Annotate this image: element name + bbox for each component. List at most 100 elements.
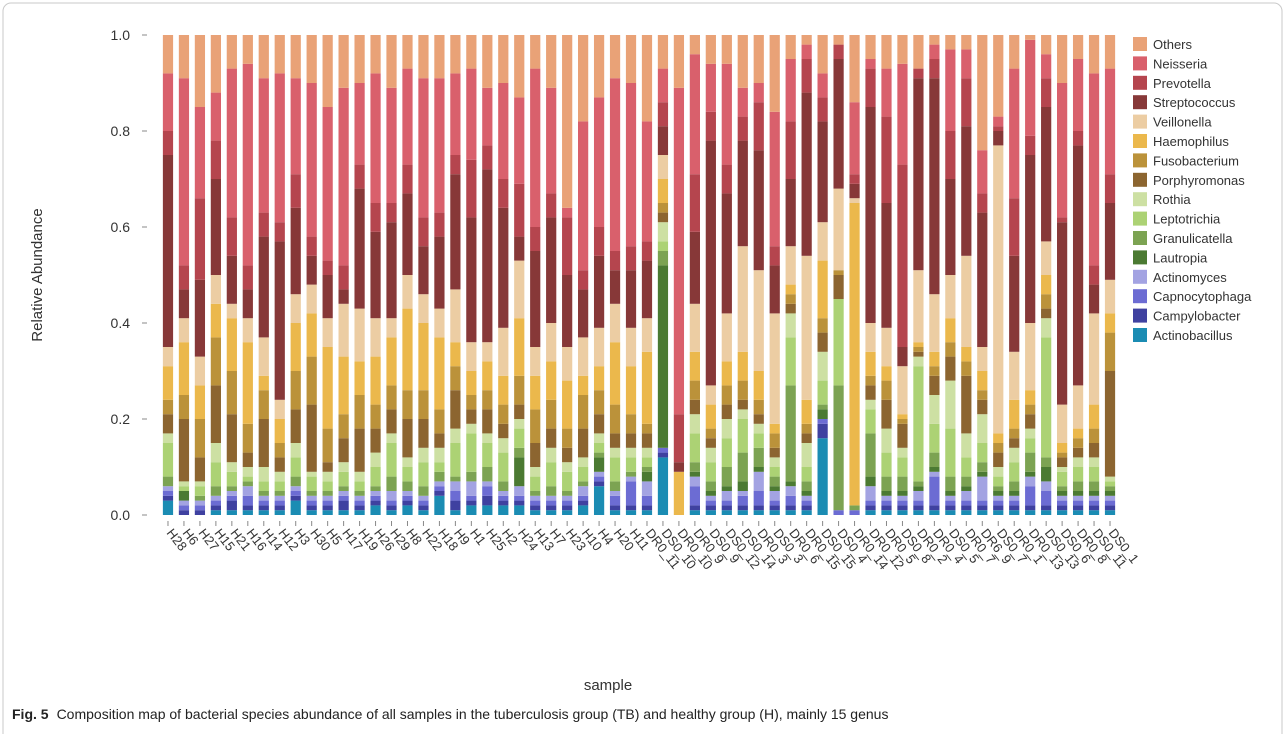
- bar-segment: [705, 63, 716, 112]
- legend-label: Capnocytophaga: [1153, 289, 1252, 304]
- bar-segment: [530, 476, 541, 491]
- bar-segment: [913, 491, 924, 501]
- bar-segment: [945, 505, 956, 511]
- bar-segment: [450, 491, 461, 501]
- bar-segment: [354, 505, 365, 511]
- bar-segment: [546, 87, 557, 194]
- bar-segment: [258, 491, 269, 496]
- bar-segment: [769, 476, 780, 487]
- bar-segment: [370, 318, 381, 357]
- bar-segment: [1104, 500, 1116, 506]
- bar-segment: [929, 423, 940, 453]
- bar-segment: [801, 495, 812, 501]
- bar-segment: [881, 510, 892, 515]
- bar-segment: [450, 73, 461, 155]
- bar-segment: [162, 495, 174, 501]
- legend-swatch: [1133, 192, 1147, 207]
- bar-segment: [178, 289, 190, 319]
- bar-segment: [929, 35, 940, 45]
- bar-segment: [657, 212, 669, 223]
- bar-segment: [322, 318, 333, 347]
- bar-segment: [657, 251, 669, 266]
- bar-segment: [162, 500, 174, 515]
- bar-segment: [705, 404, 716, 429]
- bar-segment: [530, 443, 541, 467]
- bar-segment: [1072, 505, 1084, 511]
- bar-segment: [705, 500, 716, 506]
- bar-segment: [450, 510, 461, 515]
- legend-swatch: [1133, 56, 1147, 71]
- bar-segment: [418, 486, 429, 496]
- bar-segment: [929, 476, 940, 506]
- bar-segment: [721, 361, 732, 386]
- legend-label: Prevotella: [1153, 76, 1212, 91]
- bar-segment: [593, 443, 605, 453]
- bar-segment: [689, 414, 700, 434]
- bar-segment: [641, 471, 653, 482]
- bar-segment: [210, 140, 221, 179]
- bar-segment: [274, 510, 285, 515]
- bar-segment: [977, 414, 988, 443]
- bar-segment: [210, 443, 221, 463]
- bar-segment: [993, 467, 1004, 477]
- bar-segment: [434, 212, 445, 237]
- bar-segment: [737, 481, 748, 491]
- bar-segment: [1025, 390, 1036, 405]
- bar-segment: [801, 500, 812, 506]
- bar-segment: [1009, 399, 1020, 429]
- bar-segment: [162, 399, 174, 415]
- bar-segment: [977, 443, 988, 463]
- bar-segment: [1009, 428, 1020, 439]
- bar-segment: [258, 500, 269, 506]
- bar-segment: [1025, 414, 1036, 429]
- bar-segment: [226, 303, 237, 319]
- bar-segment: [609, 491, 621, 496]
- bar-segment: [402, 457, 413, 467]
- bar-segment: [530, 68, 541, 227]
- bar-segment: [961, 500, 972, 506]
- bar-segment: [370, 203, 381, 232]
- bar-segment: [609, 481, 621, 491]
- bar-segment: [593, 452, 605, 458]
- bar-segment: [306, 510, 317, 515]
- bar-segment: [913, 505, 924, 511]
- bar-segment: [769, 486, 780, 491]
- bar-segment: [1088, 313, 1100, 405]
- bar-segment: [290, 371, 301, 410]
- bar-segment: [258, 419, 269, 467]
- bar-segment: [1072, 457, 1084, 467]
- bar-segment: [546, 428, 557, 448]
- bar-segment: [929, 452, 940, 467]
- bar-segment: [210, 92, 221, 141]
- bar-segment: [418, 505, 429, 511]
- bar-segment: [1088, 404, 1100, 429]
- bar-segment: [945, 510, 956, 515]
- bar-segment: [498, 481, 509, 491]
- bar-segment: [274, 471, 285, 482]
- bar-segment: [274, 491, 285, 496]
- bar-segment: [1088, 457, 1100, 467]
- bar-segment: [801, 443, 812, 467]
- bar-segment: [1104, 35, 1116, 69]
- bar-segment: [1057, 452, 1068, 458]
- bar-segment: [625, 414, 637, 434]
- bar-segment: [737, 140, 748, 247]
- bar-segment: [849, 174, 860, 184]
- legend-label: Actinomyces: [1153, 270, 1227, 285]
- bar-segment: [657, 457, 669, 515]
- bar-segment: [322, 275, 333, 319]
- bar-segment: [993, 476, 1004, 487]
- bar-segment: [1009, 351, 1020, 400]
- bar-segment: [450, 155, 461, 175]
- bar-segment: [993, 505, 1004, 511]
- bar-segment: [530, 35, 541, 69]
- bar-segment: [753, 467, 764, 472]
- bar-segment: [290, 443, 301, 458]
- bar-segment: [434, 481, 445, 487]
- bar-segment: [641, 510, 653, 515]
- bar-segment: [386, 35, 397, 88]
- bar-segment: [242, 35, 253, 64]
- bar-segment: [226, 462, 237, 472]
- bar-segment: [274, 73, 285, 223]
- bar-segment: [546, 193, 557, 218]
